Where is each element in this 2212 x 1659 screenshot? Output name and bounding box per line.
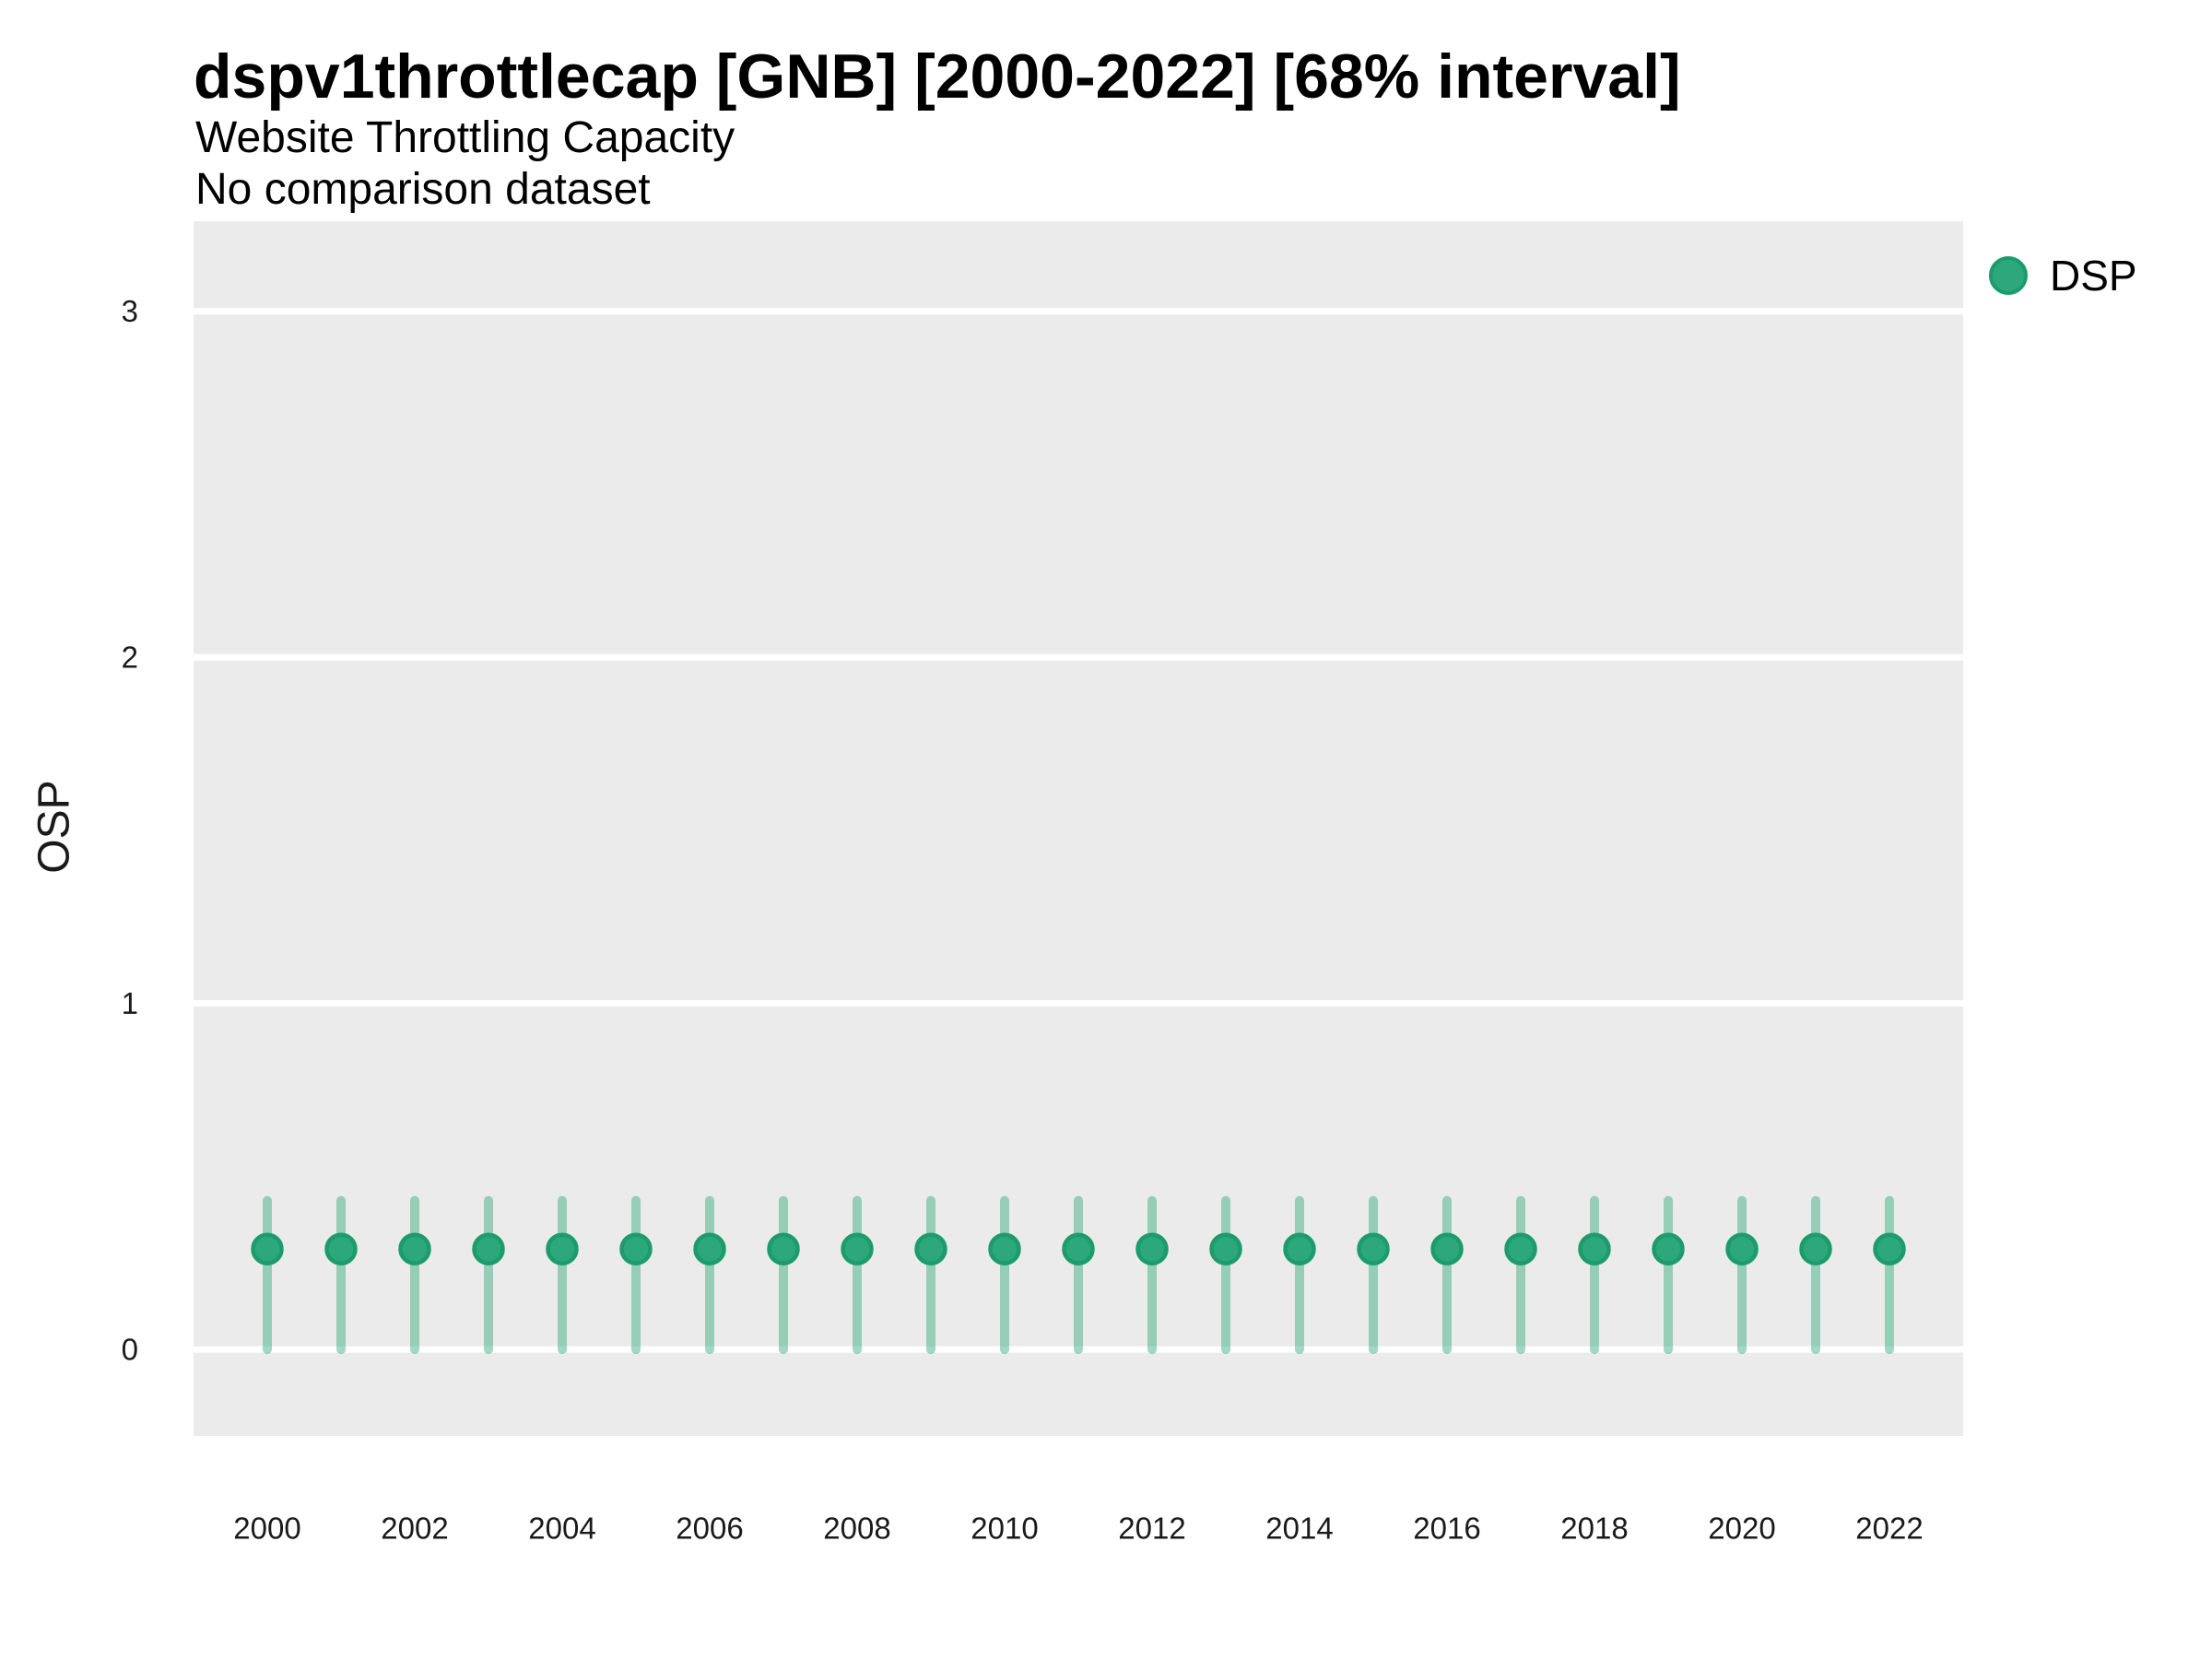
chart-note: No comparison dataset — [195, 165, 651, 214]
data-point — [1135, 1232, 1169, 1265]
y-axis-title: OSP — [29, 780, 79, 874]
x-tick-label: 2004 — [528, 1512, 595, 1546]
chart-title: dspv1throttlecap [GNB] [2000-2022] [68% … — [194, 41, 1681, 112]
data-point — [1725, 1232, 1759, 1265]
legend: DSP — [1989, 251, 2137, 300]
data-point — [1873, 1232, 1906, 1265]
x-tick-label: 2020 — [1708, 1512, 1775, 1546]
data-point — [1578, 1232, 1611, 1265]
x-tick-label: 2018 — [1560, 1512, 1628, 1546]
data-point — [324, 1232, 358, 1265]
data-point — [1430, 1232, 1464, 1265]
data-point — [1357, 1232, 1390, 1265]
x-tick-label: 2008 — [823, 1512, 890, 1546]
data-point — [767, 1232, 800, 1265]
data-point — [988, 1232, 1021, 1265]
x-tick-label: 2016 — [1413, 1512, 1480, 1546]
x-tick-label: 2002 — [381, 1512, 448, 1546]
data-point — [1504, 1232, 1537, 1265]
data-point — [251, 1232, 284, 1265]
data-point — [619, 1232, 653, 1265]
data-point — [1283, 1232, 1316, 1265]
x-tick-label: 2012 — [1118, 1512, 1185, 1546]
data-point — [1209, 1232, 1242, 1265]
y-tick-label: 3 — [122, 294, 138, 328]
data-point — [914, 1232, 947, 1265]
x-tick-label: 2006 — [676, 1512, 743, 1546]
data-point — [1062, 1232, 1095, 1265]
y-tick-label: 2 — [122, 641, 138, 675]
data-point — [546, 1232, 579, 1265]
x-tick-label: 2010 — [971, 1512, 1038, 1546]
x-tick-label: 2000 — [233, 1512, 300, 1546]
y-tick-label: 0 — [122, 1333, 138, 1367]
data-point — [1652, 1232, 1685, 1265]
y-tick-label: 1 — [122, 986, 138, 1020]
data-point — [472, 1232, 505, 1265]
data-point — [398, 1232, 431, 1265]
data-point — [841, 1232, 874, 1265]
x-tick-label: 2014 — [1265, 1512, 1333, 1546]
x-tick-label: 2022 — [1855, 1512, 1923, 1546]
data-point — [1799, 1232, 1832, 1265]
legend-dot-icon — [1989, 256, 2028, 295]
legend-label: DSP — [2050, 252, 2137, 300]
chart-subtitle: Website Throttling Capacity — [195, 113, 735, 162]
data-point — [693, 1232, 726, 1265]
